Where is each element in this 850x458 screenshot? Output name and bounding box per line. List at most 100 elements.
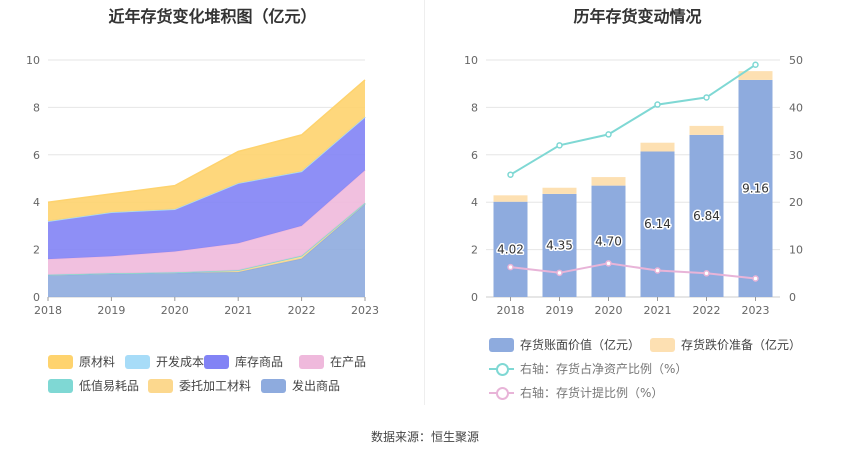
legend-label: 右轴：存货占净资产比例（%） xyxy=(520,362,688,376)
legend-label: 委托加工材料 xyxy=(179,379,252,393)
bar-impairment xyxy=(542,187,577,194)
left-legend-item[interactable]: 开发成本 xyxy=(125,353,204,370)
line-point xyxy=(556,142,563,149)
legend-swatch xyxy=(489,337,514,352)
right-y-tick-label: 10 xyxy=(464,54,478,67)
bar-label-halo: 9.16 xyxy=(742,181,769,195)
right-legend-item[interactable]: 右轴：存货占净资产比例（%） xyxy=(489,360,687,377)
left-x-tick-label: 2018 xyxy=(34,304,62,317)
line-point xyxy=(703,94,710,101)
line-右轴：存货计提比例（%） xyxy=(510,262,756,280)
data-source: 数据来源：恒生聚源 xyxy=(370,430,479,444)
legend-swatch xyxy=(125,354,150,369)
area-在产品 xyxy=(48,170,365,275)
bar-label-halo: 6.84 xyxy=(693,209,720,223)
left-y-tick-label: 8 xyxy=(33,101,40,114)
bar-label: 4.35 xyxy=(546,238,573,252)
right-y2-tick-label: 0 xyxy=(789,291,796,304)
bar-book-value xyxy=(493,201,528,297)
left-x-tick-label: 2023 xyxy=(351,304,379,317)
legend-swatch xyxy=(489,362,514,376)
right-x-tick-label: 2020 xyxy=(595,304,623,317)
chart-divider xyxy=(424,0,425,405)
area-库存商品 xyxy=(48,116,365,260)
legend-label: 右轴：存货计提比例（%） xyxy=(520,386,664,400)
bar-impairment xyxy=(493,195,528,202)
left-legend-item[interactable]: 发出商品 xyxy=(261,377,340,394)
bar-book-value xyxy=(689,134,724,297)
left-legend-item[interactable]: 在产品 xyxy=(299,353,366,370)
left-y-tick-label: 6 xyxy=(33,149,40,162)
legend-label: 开发成本 xyxy=(156,355,205,369)
legend-label: 存货账面价值（亿元） xyxy=(520,338,641,352)
legend-swatch xyxy=(48,354,73,369)
left-y-tick-label: 2 xyxy=(33,244,40,257)
legend-swatch xyxy=(650,337,675,352)
bar-label: 4.02 xyxy=(497,242,524,256)
left-legend-item[interactable]: 库存商品 xyxy=(204,353,283,370)
left-legend-item[interactable]: 原材料 xyxy=(48,353,115,370)
right-x-tick-label: 2019 xyxy=(546,304,574,317)
bar-impairment xyxy=(738,71,773,80)
legend-label: 原材料 xyxy=(79,355,116,369)
bar-impairment xyxy=(689,125,724,135)
left-x-tick-label: 2022 xyxy=(288,304,316,317)
right-y2-tick-label: 30 xyxy=(789,149,803,162)
right-legend-item[interactable]: 存货跌价准备（亿元） xyxy=(650,336,801,353)
line-point xyxy=(654,101,661,108)
bar-label-halo: 4.02 xyxy=(497,242,524,256)
right-y2-tick-label: 20 xyxy=(789,196,803,209)
bar-label-halo: 4.70 xyxy=(595,234,622,248)
area-edge-原材料 xyxy=(47,79,366,203)
legend-label: 在产品 xyxy=(330,355,367,369)
right-legend-item[interactable]: 右轴：存货计提比例（%） xyxy=(489,384,663,401)
right-chart-title: 历年存货变动情况 xyxy=(573,7,702,26)
bar-label: 9.16 xyxy=(742,181,769,195)
legend-label: 库存商品 xyxy=(235,355,284,369)
legend-swatch xyxy=(261,378,286,393)
legend-swatch xyxy=(299,354,324,369)
right-y-tick-label: 2 xyxy=(471,244,478,257)
right-y2-tick-label: 10 xyxy=(789,244,803,257)
right-y-tick-label: 8 xyxy=(471,101,478,114)
right-y-tick-label: 6 xyxy=(471,149,478,162)
bar-book-value xyxy=(591,185,626,297)
left-y-tick-label: 4 xyxy=(33,196,40,209)
legend-swatch xyxy=(48,378,73,393)
line-point xyxy=(556,269,563,277)
area-原材料 xyxy=(48,79,365,222)
line-右轴：存货占净资产比例（%） xyxy=(509,63,757,176)
bar-label-halo: 6.14 xyxy=(644,217,671,231)
left-x-tick-label: 2020 xyxy=(161,304,189,317)
legend-swatch xyxy=(204,354,229,369)
right-legend-item[interactable]: 存货账面价值（亿元） xyxy=(489,336,640,353)
right-x-tick-label: 2023 xyxy=(742,304,770,317)
bar-label: 4.70 xyxy=(595,234,622,248)
bar-impairment xyxy=(640,142,675,152)
legend-swatch xyxy=(489,386,514,400)
line-point xyxy=(605,131,612,138)
line-point xyxy=(605,260,612,267)
line-point xyxy=(507,263,514,271)
legend-label: 低值易耗品 xyxy=(79,379,140,393)
right-y2-tick-label: 40 xyxy=(789,101,803,114)
right-x-tick-label: 2018 xyxy=(497,304,525,317)
legend-swatch xyxy=(148,378,173,393)
line-point xyxy=(752,275,759,282)
bar-label: 6.14 xyxy=(644,217,671,231)
bar-book-value xyxy=(738,79,773,298)
left-chart-title: 近年存货变化堆积图（亿元） xyxy=(108,7,317,26)
left-legend-item[interactable]: 低值易耗品 xyxy=(48,377,139,394)
right-y-tick-label: 4 xyxy=(471,196,478,209)
legend-label: 发出商品 xyxy=(292,379,341,393)
bar-label-halo: 4.35 xyxy=(546,238,573,252)
line-point xyxy=(703,270,710,277)
line-point xyxy=(654,267,661,274)
bar-impairment xyxy=(591,177,626,186)
left-y-tick-label: 0 xyxy=(33,291,40,304)
right-y2-tick-label: 50 xyxy=(789,54,803,67)
left-y-tick-label: 10 xyxy=(26,54,40,67)
left-legend-item[interactable]: 委托加工材料 xyxy=(148,377,251,394)
right-x-tick-label: 2021 xyxy=(644,304,672,317)
